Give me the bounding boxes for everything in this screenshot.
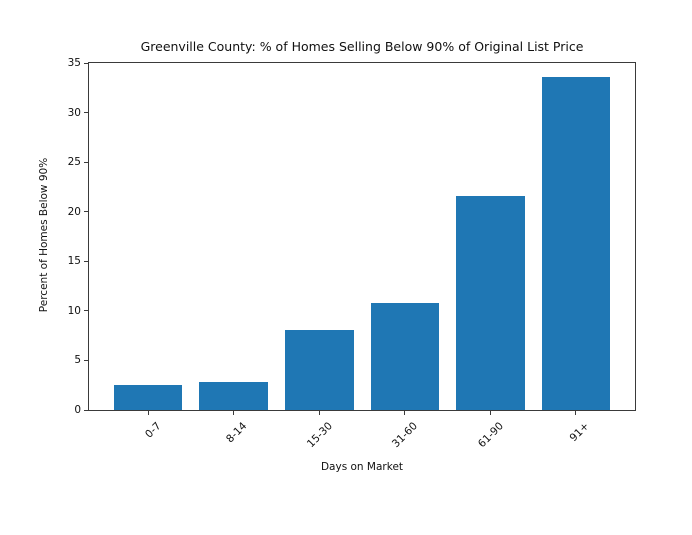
y-tick-mark <box>84 62 88 64</box>
y-tick-label: 15 <box>67 255 81 268</box>
y-tick-mark <box>84 161 88 163</box>
y-axis-label: Percent of Homes Below 90% <box>38 157 50 313</box>
y-tick-mark <box>84 112 88 114</box>
x-tick-mark <box>318 411 320 415</box>
y-tick-mark <box>84 359 88 361</box>
x-tick-label: 31-60 <box>390 420 421 451</box>
y-tick-label: 0 <box>74 404 81 416</box>
x-tick-mark <box>233 411 235 415</box>
y-tick-label: 5 <box>74 354 81 367</box>
x-tick-label: 15-30 <box>304 420 335 451</box>
y-tick-mark <box>84 409 88 411</box>
bar-8-14 <box>199 382 268 410</box>
x-tick-mark <box>575 411 577 415</box>
bar-31-60 <box>370 302 440 410</box>
bar-15-30 <box>285 329 354 410</box>
plot-area <box>88 62 636 411</box>
x-tick-label: 61-90 <box>475 420 506 451</box>
y-tick-label: 20 <box>67 205 81 218</box>
x-tick-label: 8-14 <box>223 420 250 446</box>
y-tick-mark <box>84 310 88 312</box>
chart-title: Greenville County: % of Homes Selling Be… <box>140 39 584 54</box>
x-tick-label: 91+ <box>567 420 592 445</box>
y-tick-label: 25 <box>67 156 81 169</box>
y-tick-label: 35 <box>67 57 81 69</box>
y-tick-label: 30 <box>67 106 81 119</box>
y-tick-label: 10 <box>67 304 81 317</box>
x-tick-label: 0-7 <box>142 420 164 441</box>
y-tick-mark <box>84 260 88 262</box>
bar-91+ <box>541 76 611 410</box>
x-axis-label: Days on Market <box>320 461 404 473</box>
bar-0-7 <box>113 385 183 410</box>
x-tick-mark <box>147 411 149 415</box>
x-tick-mark <box>404 411 406 415</box>
bar-61-90 <box>456 195 525 410</box>
y-tick-mark <box>84 211 88 213</box>
x-tick-mark <box>489 411 491 415</box>
